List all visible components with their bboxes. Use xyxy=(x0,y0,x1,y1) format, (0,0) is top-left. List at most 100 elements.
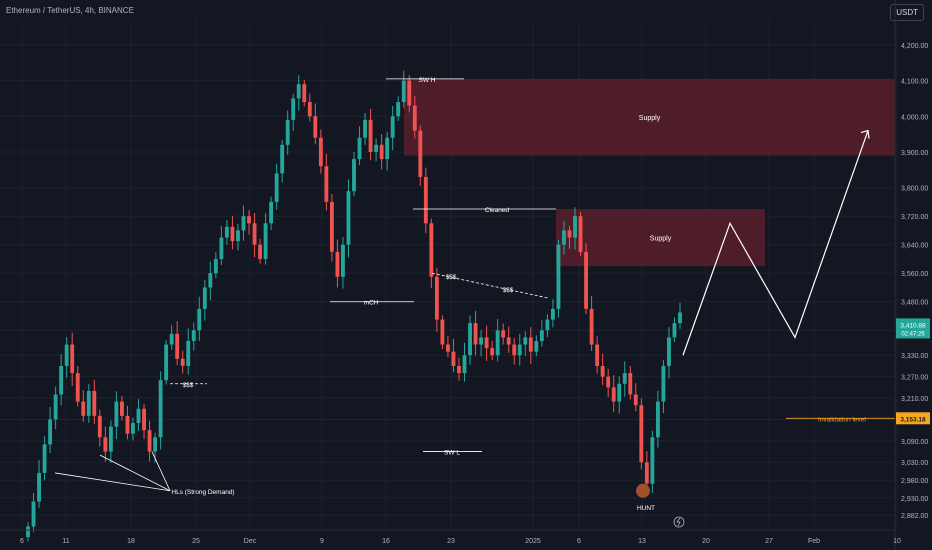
candle-body xyxy=(335,251,340,277)
y-tick-label: 2,980.00 xyxy=(901,478,928,485)
candle-body xyxy=(213,258,218,274)
candle-body xyxy=(550,308,555,320)
candle-body xyxy=(385,137,390,160)
x-tick-label: 6 xyxy=(20,538,24,545)
candle-body xyxy=(495,330,500,356)
candle-body xyxy=(523,337,528,345)
x-tick-label: Dec xyxy=(244,538,257,545)
currency-button[interactable]: USDT xyxy=(890,4,924,21)
candle-body xyxy=(313,116,318,138)
x-tick-label: 6 xyxy=(577,538,581,545)
candle-body xyxy=(136,408,141,424)
candle-body xyxy=(125,415,130,434)
replay-icon[interactable] xyxy=(673,516,685,528)
candle-body xyxy=(352,159,356,192)
candle-body xyxy=(412,105,417,131)
candle-body xyxy=(108,426,113,452)
candle-body xyxy=(263,223,268,259)
candle-body xyxy=(451,351,456,366)
candle-body xyxy=(175,333,180,359)
candle-body xyxy=(42,444,47,473)
candle-body xyxy=(445,344,450,352)
liquidity-label: $$$ xyxy=(503,287,514,294)
y-tick-label: 3,560.00 xyxy=(901,271,928,278)
candle-body xyxy=(37,472,41,502)
candle-body xyxy=(86,390,91,416)
candle-body xyxy=(457,365,461,374)
candle-body xyxy=(252,223,257,245)
time-axis[interactable]: 6 11 18 25 Dec 9 16 23 2025 6 13 20 27 Feb 10 xyxy=(0,529,901,545)
y-tick-label: 3,720.00 xyxy=(901,214,928,221)
supply-zone xyxy=(404,78,895,156)
candle-body xyxy=(53,394,58,420)
candle-body xyxy=(589,308,594,345)
candle-body xyxy=(324,166,329,202)
sw-low-label: SW L xyxy=(444,450,460,457)
invalidation-price-tag xyxy=(896,412,930,425)
liquidity-label: $$$ xyxy=(183,382,194,389)
candle-body xyxy=(434,276,439,320)
x-tick-label: 9 xyxy=(320,538,324,545)
y-tick-label: 2,882.00 xyxy=(901,513,928,520)
hls-label: HLs (Strong Demand) xyxy=(171,489,234,496)
candle-body xyxy=(147,430,152,452)
candle-body xyxy=(606,376,611,388)
candle-body xyxy=(64,344,69,366)
x-tick-label: 13 xyxy=(638,538,646,545)
candle-body xyxy=(468,323,472,356)
candle-body xyxy=(302,84,307,103)
candle-body xyxy=(219,237,224,259)
candle-body xyxy=(97,415,102,438)
candle-body xyxy=(269,201,274,224)
candle-body xyxy=(208,273,213,288)
annotation-line xyxy=(99,454,171,492)
candle-body xyxy=(396,102,401,117)
supply-zones: Supply Supply xyxy=(404,78,895,267)
candle-body xyxy=(280,144,285,174)
y-tick-label: 3,210.00 xyxy=(901,396,928,403)
y-tick-label: 4,100.00 xyxy=(901,79,928,86)
x-tick-label: Feb xyxy=(808,538,820,545)
candlestick-series xyxy=(26,70,682,542)
y-tick-label: 3,270.00 xyxy=(901,375,928,382)
candle-body xyxy=(517,344,522,356)
candle-body xyxy=(291,98,296,120)
x-tick-label: 10 xyxy=(893,538,901,545)
candle-body xyxy=(628,373,633,395)
candle-body xyxy=(346,191,351,245)
x-tick-label: 2025 xyxy=(525,538,541,545)
candle-body xyxy=(401,80,406,103)
candle-body xyxy=(224,226,229,238)
hunt-label: HUNT xyxy=(637,505,655,512)
price-axis[interactable]: 4,200.00 4,100.00 4,000.00 3,900.00 3,800.00… xyxy=(894,0,930,550)
candle-body xyxy=(672,323,677,338)
candle-body xyxy=(556,244,561,309)
y-tick-label: 3,900.00 xyxy=(901,150,928,157)
candle-body xyxy=(142,408,146,431)
candle-body xyxy=(484,337,489,349)
liquidity-label: $$$ xyxy=(446,274,457,281)
x-tick-label: 18 xyxy=(127,538,135,545)
x-tick-label: 11 xyxy=(62,538,69,545)
candle-body xyxy=(153,437,158,452)
candle-body xyxy=(545,319,550,331)
candle-body xyxy=(202,287,207,309)
candle-body xyxy=(650,437,655,484)
candle-body xyxy=(379,144,384,160)
candle-body xyxy=(539,330,544,341)
x-tick-label: 25 xyxy=(192,538,200,545)
annotation-line xyxy=(151,451,171,491)
lightning-icon xyxy=(676,517,681,527)
candle-body xyxy=(661,365,666,402)
candle-body xyxy=(103,437,108,452)
candle-body xyxy=(528,337,533,352)
candle-body xyxy=(506,337,511,345)
candle-body xyxy=(429,223,434,277)
candle-body xyxy=(363,119,367,138)
candle-body xyxy=(562,230,566,245)
candle-body xyxy=(407,80,412,106)
cleaned-label: Cleaned xyxy=(485,207,510,214)
chart-title: Ethereum / TetherUS, 4h, BINANCE xyxy=(6,6,134,15)
candle-body xyxy=(236,230,240,242)
